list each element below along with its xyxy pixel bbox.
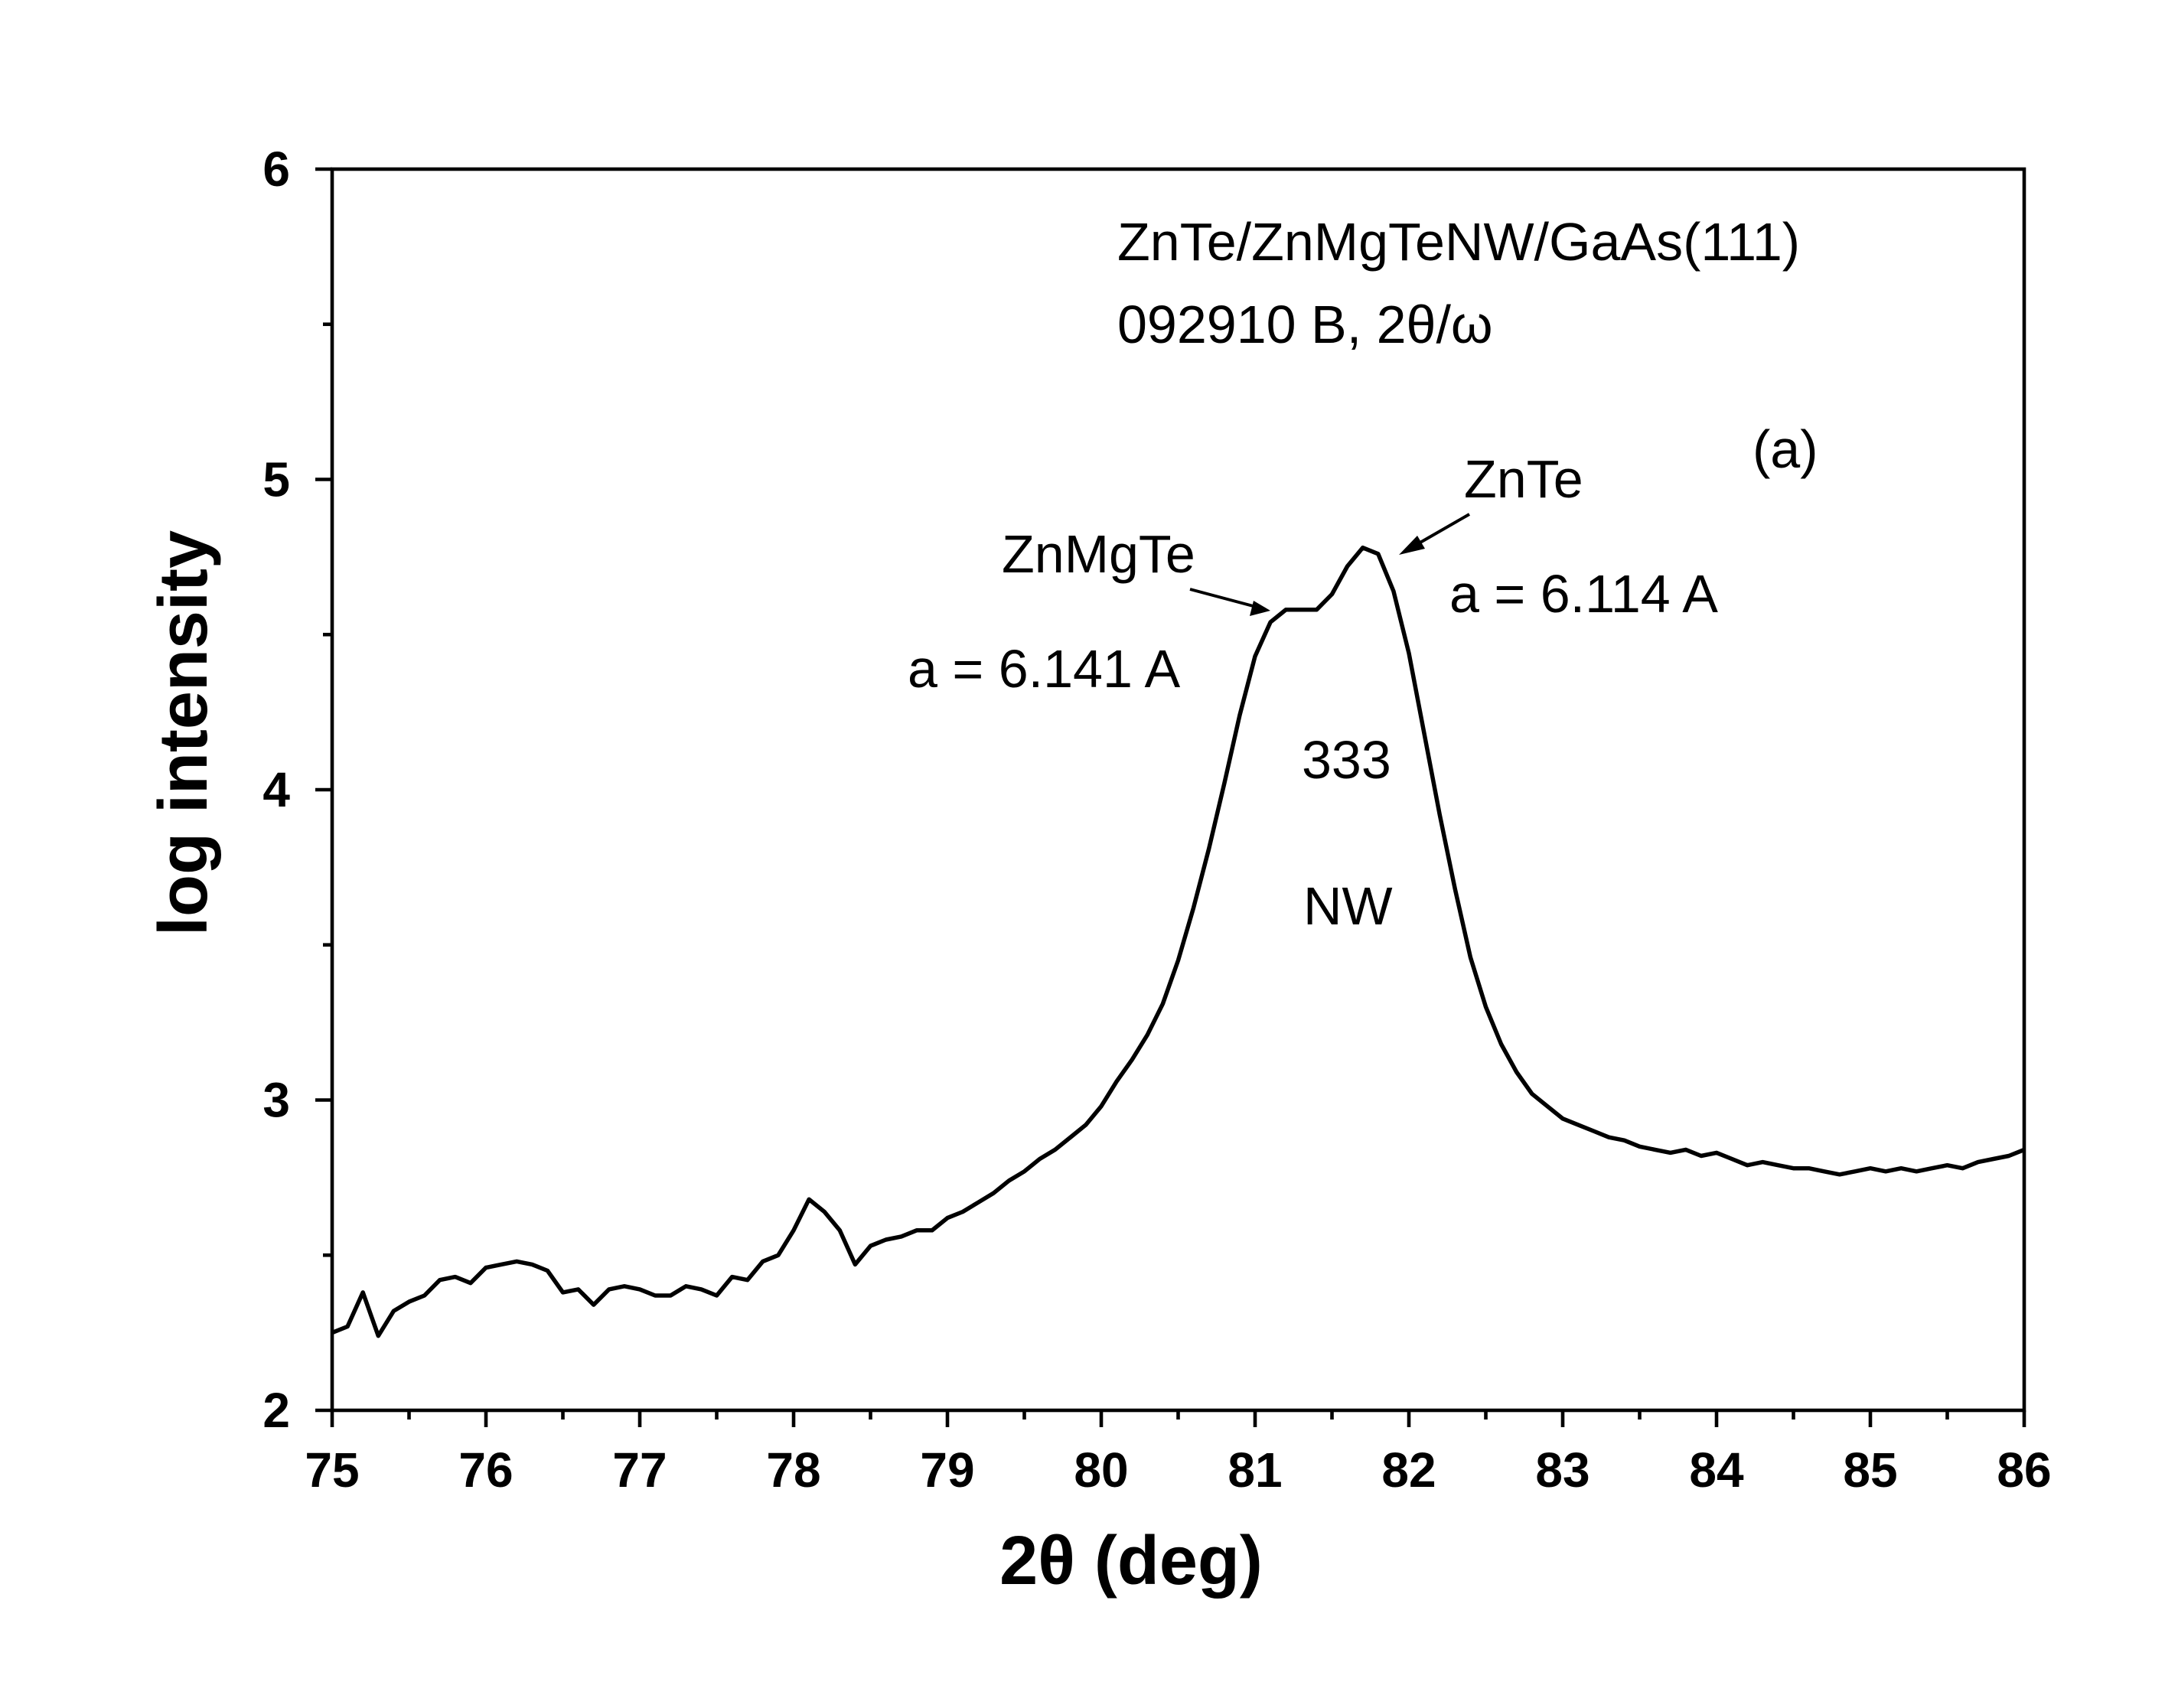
y-tick-label: 2 <box>262 1383 290 1438</box>
annotation: ZnMgTe <box>1002 524 1195 584</box>
x-tick-label: 81 <box>1228 1442 1282 1498</box>
y-tick-label: 6 <box>262 142 290 197</box>
x-tick-label: 84 <box>1689 1442 1744 1498</box>
annotation: ZnTe <box>1464 449 1583 509</box>
annotation: 092910 B, 2θ/ω <box>1117 295 1493 354</box>
arrow <box>1189 588 1260 609</box>
plot-frame <box>330 167 2026 1413</box>
x-axis-label: 2θ (deg) <box>999 1523 1263 1599</box>
x-tick-label: 77 <box>612 1442 667 1498</box>
x-tick-label: 83 <box>1535 1442 1590 1498</box>
arrow-head <box>1250 601 1270 616</box>
data-line <box>331 545 2026 1338</box>
y-tick-label: 3 <box>262 1073 290 1128</box>
x-tick-label: 78 <box>766 1442 820 1498</box>
x-tick-label: 80 <box>1074 1442 1128 1498</box>
annotation: ZnTe/ZnMgTeNW/GaAs(111) <box>1117 212 1800 272</box>
x-tick-label: 82 <box>1381 1442 1436 1498</box>
y-tick-label: 5 <box>262 452 290 507</box>
annotation: 333 <box>1302 730 1391 790</box>
x-tick-label: 79 <box>920 1442 974 1498</box>
y-axis-label: log intensity <box>145 530 222 936</box>
x-tick-label: 86 <box>1997 1442 2051 1498</box>
y-tick-label: 4 <box>262 762 290 817</box>
arrow-head <box>1399 536 1425 555</box>
x-tick-label: 76 <box>458 1442 513 1498</box>
x-tick-label: 85 <box>1843 1442 1897 1498</box>
annotation: a = 6.114 A <box>1449 564 1718 624</box>
annotation: NW <box>1303 876 1393 936</box>
annotation: a = 6.141 A <box>908 639 1180 699</box>
x-tick-label: 75 <box>305 1442 359 1498</box>
annotation: (a) <box>1753 419 1818 479</box>
